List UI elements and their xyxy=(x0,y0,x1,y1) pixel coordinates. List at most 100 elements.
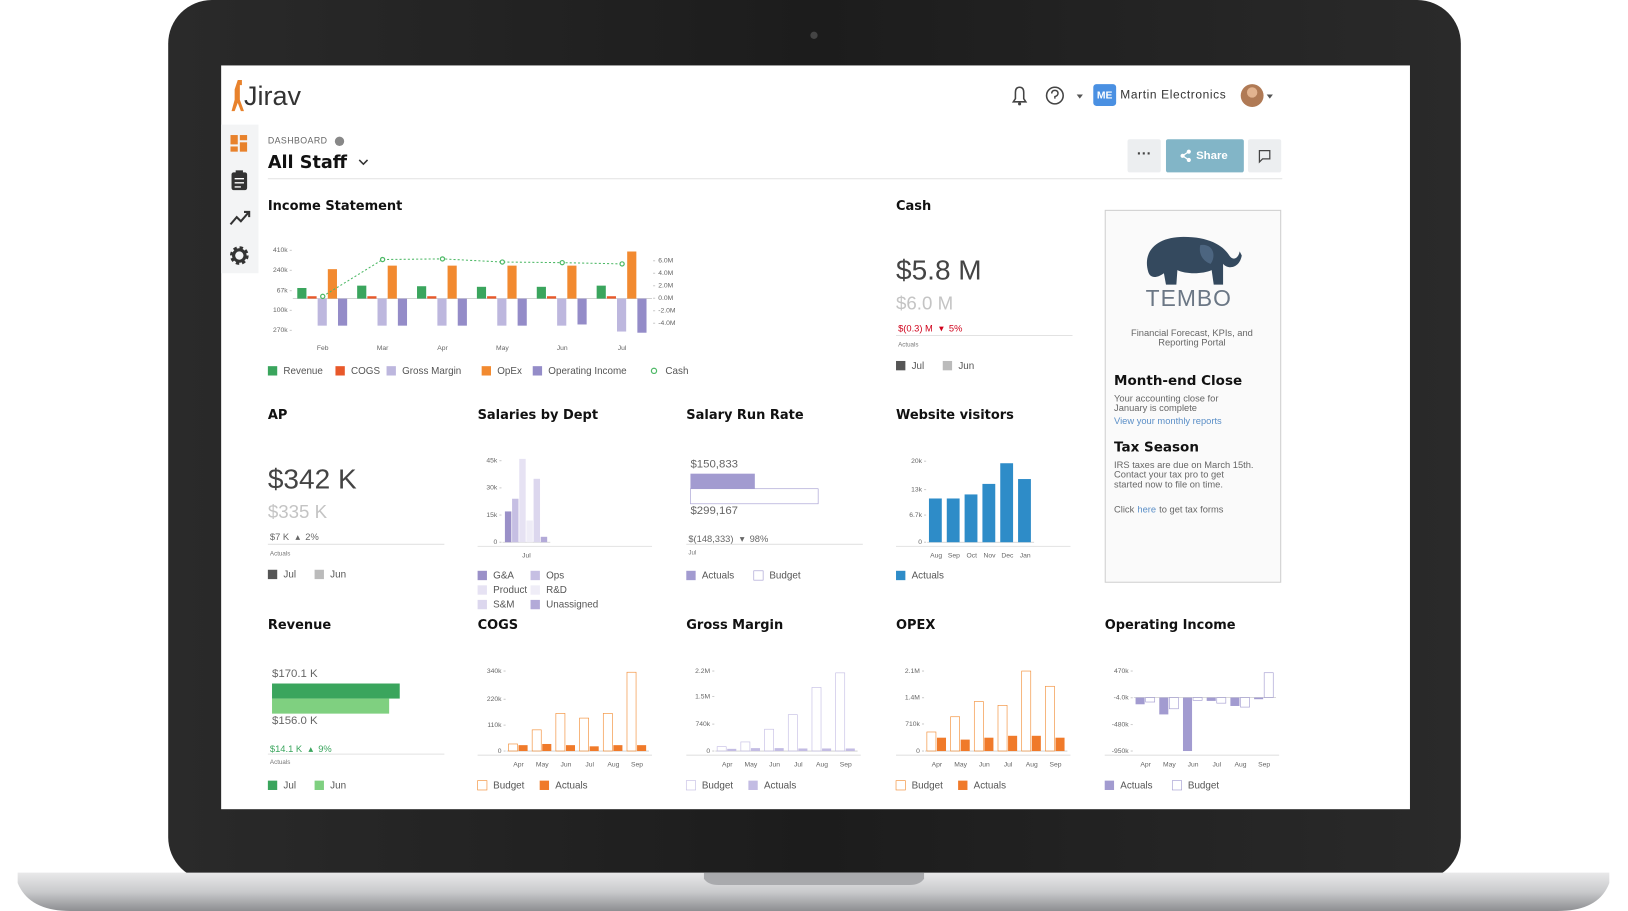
legend-label: Gross Margin xyxy=(402,366,461,377)
x-tick-label: Aug xyxy=(1026,761,1038,768)
y2-tick-label: 6.0M xyxy=(658,258,673,265)
nav-reports[interactable] xyxy=(231,170,248,191)
widget-title: Salaries by Dept xyxy=(478,408,598,423)
legend-swatch xyxy=(685,780,696,791)
delta-arrow: ▴ xyxy=(308,744,313,754)
bar-label: $170.1 K xyxy=(272,668,318,680)
note: Jul xyxy=(688,549,696,556)
bar xyxy=(437,298,447,326)
bar xyxy=(787,714,798,752)
bar xyxy=(637,745,647,752)
y-tick-label: -4.0k xyxy=(1114,695,1130,702)
title-dropdown[interactable] xyxy=(358,159,369,166)
text: Click xyxy=(1114,505,1135,515)
icon-part xyxy=(234,177,244,188)
bar xyxy=(518,745,528,752)
legend-label: Budget xyxy=(1188,780,1220,791)
share-icon xyxy=(1186,157,1191,163)
section-text: January is complete xyxy=(1114,403,1197,413)
legend-label: Jul xyxy=(283,570,296,581)
widget-title: Salary Run Rate xyxy=(686,408,804,423)
bar xyxy=(798,748,808,752)
line-series xyxy=(322,258,623,297)
legend-swatch xyxy=(314,569,324,580)
nav-trends[interactable] xyxy=(229,210,251,226)
info-icon[interactable] xyxy=(334,136,345,146)
icon-part xyxy=(230,146,238,152)
bar xyxy=(984,737,994,752)
legend-swatch xyxy=(481,366,491,376)
x-tick-label: May xyxy=(536,761,549,768)
bar xyxy=(457,298,467,326)
legend-label: Revenue xyxy=(283,366,323,377)
bar xyxy=(387,265,397,299)
section-title: Tax Season xyxy=(1114,440,1199,456)
avatar-face xyxy=(1246,87,1258,98)
y-tick-label: 2.1M xyxy=(905,668,920,675)
x-tick-label: Jul xyxy=(794,761,803,768)
bar xyxy=(508,743,518,752)
delta-value: $(148,333) xyxy=(688,535,733,545)
bar xyxy=(1031,735,1041,752)
legend-swatch xyxy=(539,780,550,790)
legend-label: Operating Income xyxy=(548,366,627,377)
y-tick-label: 15k xyxy=(486,512,498,519)
bar xyxy=(567,265,577,299)
help[interactable] xyxy=(1045,86,1083,105)
y-tick-label: 0 xyxy=(494,539,498,546)
y-tick-label: 740k xyxy=(696,721,711,728)
legend-swatch xyxy=(895,780,906,791)
widget-title: Revenue xyxy=(268,618,331,633)
legend-swatch xyxy=(267,569,278,580)
bar xyxy=(926,731,937,752)
kpi-compare: $6.0 M xyxy=(896,292,953,313)
legend-label: Budget xyxy=(912,780,944,791)
bar xyxy=(1169,697,1179,710)
y-tick-label: 67k xyxy=(277,287,289,294)
x-tick-label: Aug xyxy=(1234,761,1246,768)
x-tick-label: May xyxy=(1163,761,1176,768)
x-tick-label: Aug xyxy=(816,761,828,768)
bar xyxy=(1055,737,1065,752)
bar xyxy=(626,671,637,752)
company-switcher[interactable]: ME Martin Electronics xyxy=(1093,84,1273,107)
x-tick-label: Jun xyxy=(560,761,571,768)
bar xyxy=(526,520,533,543)
legend-label: Actuals xyxy=(702,571,734,582)
notifications[interactable] xyxy=(1011,86,1028,106)
bar xyxy=(964,494,978,543)
nav-dashboards[interactable] xyxy=(230,135,248,152)
bar xyxy=(1240,697,1250,708)
more-button[interactable]: ··· xyxy=(1127,139,1161,173)
nav-settings[interactable] xyxy=(229,246,249,265)
x-tick-label: Feb xyxy=(317,345,329,352)
y-tick-label: 30k xyxy=(486,485,498,492)
delta: $7 K ▴ 2% xyxy=(270,533,319,543)
section-link[interactable]: View your monthly reports xyxy=(1114,416,1222,426)
tembo-ear xyxy=(1199,244,1214,264)
delta-value: $14.1 K xyxy=(270,744,303,754)
bar xyxy=(531,729,542,752)
bar xyxy=(982,483,996,543)
y-tick-label: 110k xyxy=(487,722,502,729)
x-tick-label: Jun xyxy=(557,345,568,352)
x-tick-label: Jul xyxy=(1212,761,1221,768)
x-tick-label: Jul xyxy=(522,553,531,560)
share-button[interactable]: Share xyxy=(1165,139,1244,173)
legend-swatch xyxy=(958,780,968,790)
comment-button[interactable] xyxy=(1247,139,1282,173)
y-tick-label: 710k xyxy=(905,721,920,728)
x-tick-label: Mar xyxy=(377,345,389,352)
logo[interactable]: Jirav xyxy=(231,79,302,112)
bar xyxy=(950,716,960,752)
icon-part xyxy=(239,142,248,152)
bar xyxy=(447,265,457,299)
legend-label: Ops xyxy=(546,571,564,582)
legend-label: G&A xyxy=(493,571,514,582)
link[interactable]: here xyxy=(1137,505,1156,515)
legend-swatch xyxy=(477,585,487,595)
line-point xyxy=(619,261,625,267)
y-tick-label: 100k xyxy=(273,307,288,314)
bar xyxy=(617,298,627,332)
bar xyxy=(337,298,348,326)
